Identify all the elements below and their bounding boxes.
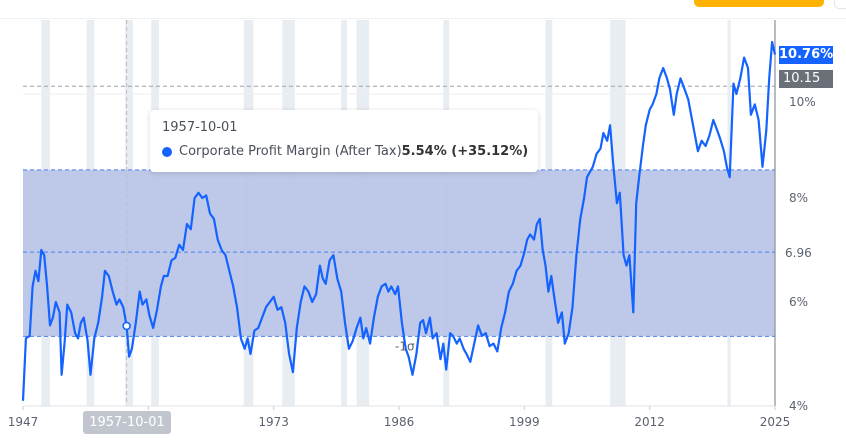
- tooltip-value: 5.54% (+35.12%): [401, 144, 529, 159]
- y-axis-ticks: 4% 6% 8% 10%: [789, 95, 816, 413]
- x-axis-ticks: 1947 1973 1986 1999 2012 2025: [8, 406, 791, 429]
- x-tick-label: 1999: [509, 415, 540, 429]
- y-tick-label: 4%: [789, 399, 808, 413]
- highlight-point: [122, 321, 131, 331]
- tooltip-row: Corporate Profit Margin (After Tax) 5.54…: [162, 144, 529, 159]
- series-dot-icon: [162, 146, 172, 157]
- y-tick-label: 6%: [789, 295, 808, 309]
- sigma-band: [23, 169, 775, 337]
- action-button[interactable]: [694, 0, 824, 7]
- x-tick-label: 2012: [634, 415, 665, 429]
- tooltip: 1957-10-01 Corporate Profit Margin (Afte…: [150, 110, 538, 172]
- reference-value-badge: 10.15: [779, 70, 833, 88]
- x-tick-label: 1947: [8, 415, 39, 429]
- crosshair-x-label: 1957-10-01: [83, 411, 171, 434]
- tooltip-series-name: Corporate Profit Margin (After Tax): [179, 144, 402, 159]
- series-line: [21, 40, 777, 401]
- secondary-button[interactable]: [834, 0, 846, 9]
- current-value-badge: 10.76%: [779, 46, 834, 64]
- mean-label: 6.96: [785, 246, 812, 260]
- x-tick-label: 1973: [258, 415, 289, 429]
- y-tick-label: 10%: [789, 95, 816, 109]
- sigma-label: -1σ: [395, 339, 415, 353]
- tooltip-date: 1957-10-01: [162, 120, 238, 135]
- x-tick-label: 1986: [384, 415, 415, 429]
- x-tick-label: 2025: [760, 415, 791, 429]
- y-tick-label: 8%: [789, 191, 808, 205]
- top-bar: [0, 0, 846, 19]
